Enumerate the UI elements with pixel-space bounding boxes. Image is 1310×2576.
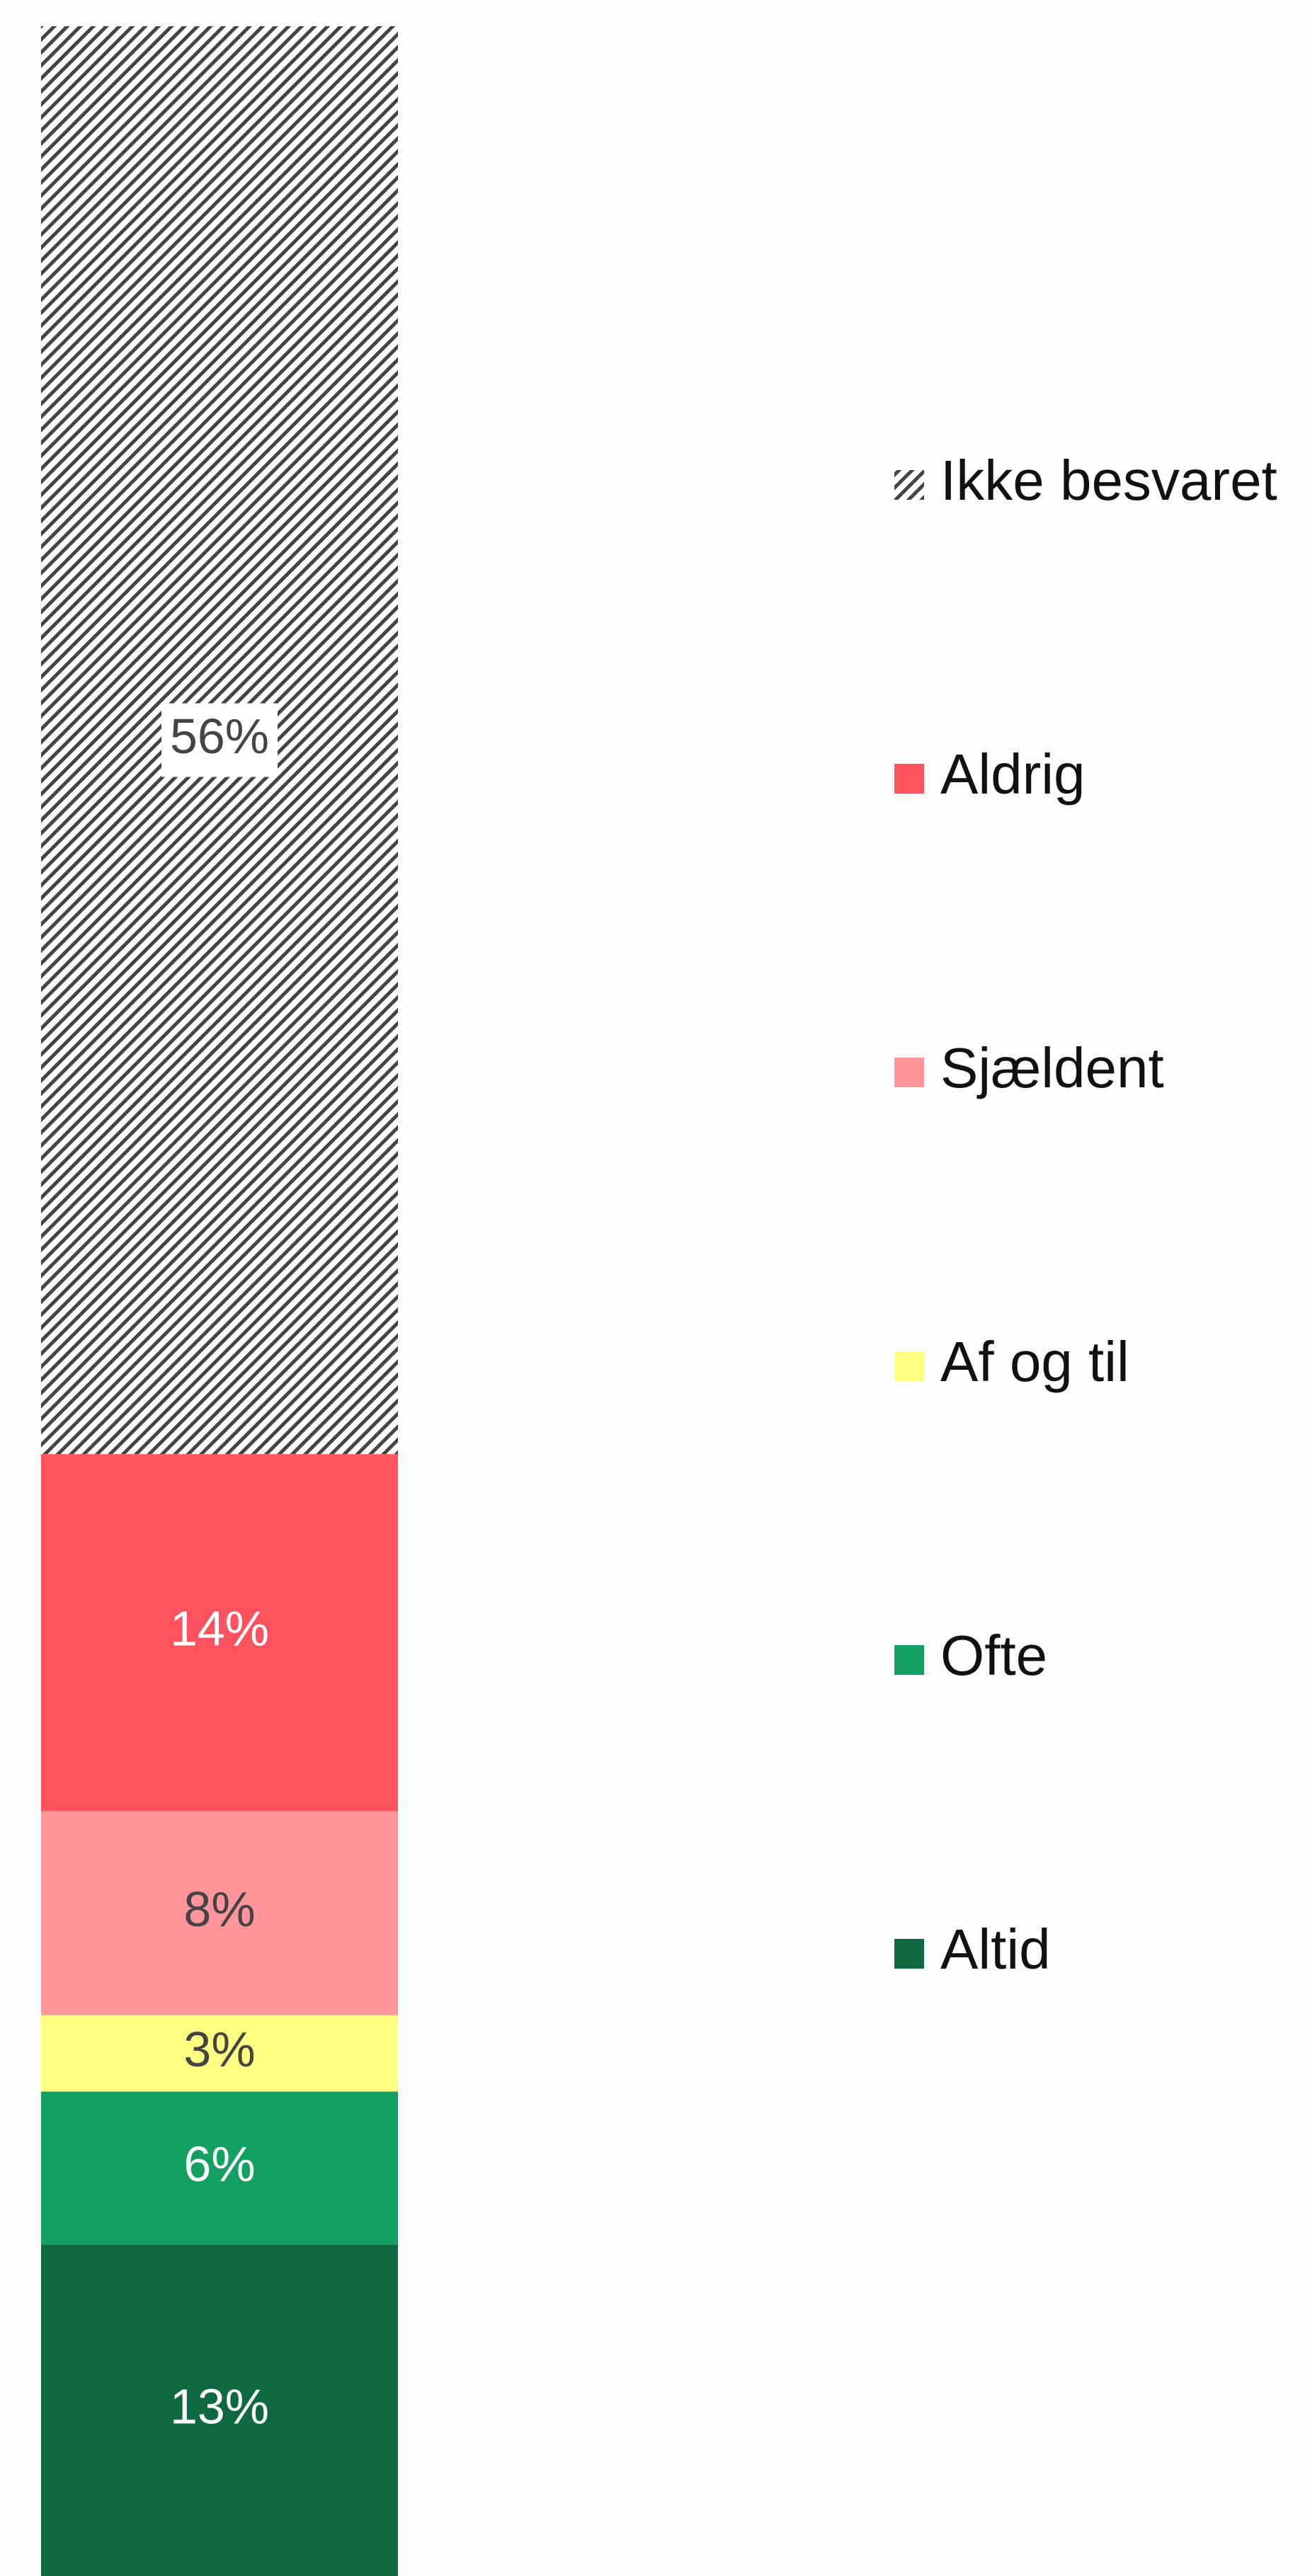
legend-swatch [894,1351,924,1381]
bar-segment [41,1811,398,2015]
legend-swatch [894,1058,924,1087]
legend-swatch [894,470,924,500]
legend-label: Af og til [940,1330,1129,1393]
data-label: 8% [183,1882,255,1937]
bar-segment [41,2015,398,2092]
label-background [161,703,278,777]
data-label: 56% [170,709,269,764]
data-label: 3% [183,2022,255,2077]
legend-swatch [894,764,924,794]
legend-swatch [894,1645,924,1675]
bar-segment [41,1454,398,1811]
legend-label: Sjældent [940,1036,1164,1099]
legend-label: Ofte [940,1624,1047,1687]
legend-label: Altid [940,1918,1051,1981]
data-label: 13% [170,2378,269,2434]
data-label: 14% [170,1601,269,1656]
bar-segment [41,2091,398,2245]
legend-swatch [894,1939,924,1969]
legend-label: Ikke besvaret [940,449,1277,512]
data-label: 6% [183,2136,255,2192]
bar-segment [41,2244,398,2576]
legend-label: Aldrig [940,743,1086,806]
